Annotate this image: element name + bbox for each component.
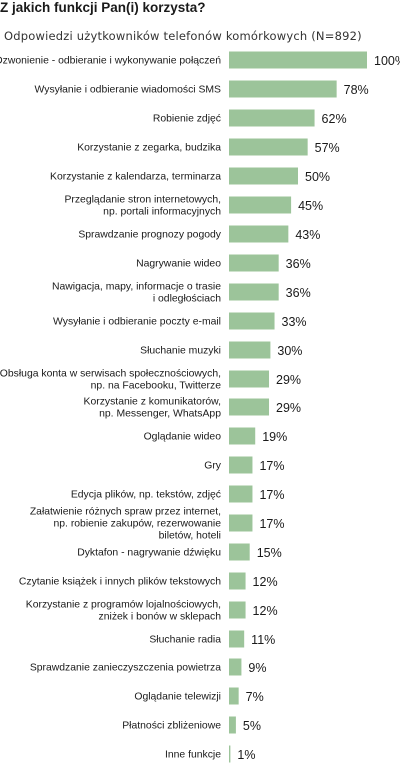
value-label: 100% [374, 54, 400, 68]
value-label: 29% [276, 373, 301, 387]
category-label: Dzwonienie - odbieranie i wykonywanie po… [0, 56, 221, 67]
bar [229, 514, 253, 532]
value-label: 1% [237, 748, 255, 762]
bar [229, 138, 308, 156]
category-label: Sprawdzanie prognozy pogody [78, 230, 221, 241]
bar [229, 312, 275, 330]
category-label: Wysyłanie i odbieranie wiadomości SMS [35, 85, 222, 96]
value-label: 9% [248, 661, 266, 675]
value-label: 11% [251, 633, 275, 647]
bar [229, 398, 270, 416]
value-label: 36% [286, 257, 311, 271]
value-label: 17% [259, 459, 284, 473]
value-label: 17% [259, 517, 284, 531]
chart-subtitle: Odpowiedzi użytkowników telefonów komórk… [4, 29, 362, 43]
bar [229, 167, 298, 185]
category-label: Przeglądanie stron internetowych, np. por… [64, 195, 221, 218]
bar [229, 630, 245, 648]
value-label: 33% [282, 315, 307, 329]
bar [229, 341, 271, 359]
bar [229, 687, 239, 705]
category-label: Załatwienie różnych spraw przez internet… [30, 507, 221, 542]
value-label: 7% [246, 690, 264, 704]
bar [229, 196, 292, 214]
value-label: 43% [295, 228, 320, 242]
value-label: 36% [286, 286, 311, 300]
category-label: Słuchanie muzyki [140, 346, 221, 357]
category-label: Obsługa konta w serwisach społecznościow… [0, 369, 221, 392]
category-label: Edycja plików, np. tekstów, zdjęć [71, 490, 221, 501]
bar [229, 80, 337, 98]
bar [229, 370, 270, 388]
bar [229, 51, 367, 69]
category-label: Płatności zbliżeniowe [122, 721, 221, 732]
category-label: Wysyłanie i odbieranie poczty e-mail [53, 317, 221, 328]
bar [229, 254, 279, 272]
bar [229, 485, 253, 503]
bar [229, 572, 246, 590]
category-label: Korzystanie z zegarka, budzika [77, 143, 221, 154]
value-label: 62% [322, 112, 347, 126]
chart-title: Z jakich funkcji Pan(i) korzysta? [0, 0, 206, 15]
category-label: Oglądanie wideo [144, 432, 222, 443]
bar [229, 658, 242, 676]
category-label: Sprawdzanie zanieczyszczenia powietrza [30, 663, 221, 674]
value-label: 30% [277, 344, 302, 358]
category-label: Czytanie książek i innych plików tekstow… [19, 577, 221, 588]
value-label: 17% [259, 488, 284, 502]
value-label: 12% [253, 604, 278, 618]
category-label: Słuchanie radia [149, 635, 221, 646]
value-label: 15% [257, 546, 282, 560]
bar [229, 601, 246, 619]
category-label: Korzystanie z kalendarza, terminarza [50, 172, 221, 183]
category-label: Inne funkcje [165, 750, 221, 761]
category-label: Dyktafon - nagrywanie dźwięku [77, 548, 221, 559]
bar [229, 283, 279, 301]
value-label: 45% [298, 199, 323, 213]
value-label: 12% [253, 575, 278, 589]
category-label: Oglądanie telewizji [134, 692, 221, 703]
value-label: 57% [315, 141, 340, 155]
bar [229, 427, 256, 445]
bar [229, 716, 236, 734]
bar [229, 225, 289, 243]
value-label: 19% [262, 430, 287, 444]
value-label: 29% [276, 401, 301, 415]
bar [229, 109, 315, 127]
category-label: Korzystanie z komunikatorów, np. Messenge… [84, 397, 222, 420]
value-label: 5% [243, 719, 261, 733]
value-label: 50% [305, 170, 330, 184]
bar [229, 745, 231, 763]
bar [229, 543, 250, 561]
category-label: Korzystanie z programów lojalnościowych,… [26, 600, 221, 623]
category-label: Robienie zdjęć [153, 114, 221, 125]
category-label: Nawigacja, mapy, informacje o trasie i od… [52, 282, 221, 305]
category-label: Nagrywanie wideo [136, 259, 221, 270]
category-label: Gry [204, 461, 222, 472]
bar [229, 456, 253, 474]
value-label: 78% [344, 83, 369, 97]
